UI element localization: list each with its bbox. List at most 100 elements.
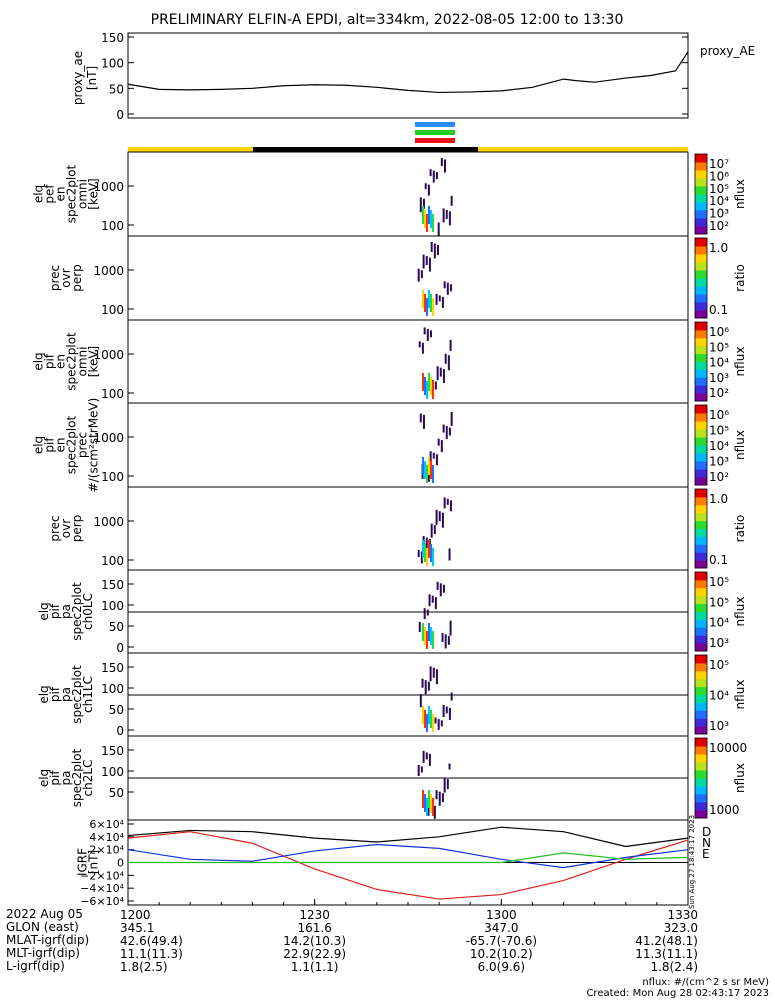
panel-prec_ovr_perp_2-spectrogram-core <box>432 548 434 566</box>
panel-pef_omni-spectrogram-pixel <box>437 222 440 236</box>
igrf-legend-D: D <box>702 825 711 839</box>
panel-4-ylabel-line: pif <box>43 437 57 453</box>
panel-pef_omni-spectrogram-core <box>430 210 432 228</box>
panel-pef_omni-spectrogram-pixel <box>445 209 448 219</box>
colorbar-1-segment <box>695 210 707 219</box>
xaxis-lshell-value: 1.1(1.1) <box>291 960 339 974</box>
panel-1-ylabel-line: omni <box>76 179 90 209</box>
panel-prec_ovr_perp_1-spectrogram-pixel <box>438 295 441 302</box>
panel-pa_ch0-ytick-label: 150 <box>101 578 124 592</box>
xaxis-time-label: 1200 <box>120 908 151 922</box>
panel-igrf-ylabel-line: IGRF <box>76 848 90 876</box>
panel-3-ylabel-line: omni <box>76 347 90 377</box>
panel-pa_ch1-spectrogram-pixel <box>440 720 443 727</box>
panel-prec_ovr_perp_1-spectrogram-pixel <box>436 244 439 255</box>
colorbar-3-segment <box>695 322 707 331</box>
xaxis-time-label: 1300 <box>486 908 517 922</box>
igrf-series-N <box>127 843 689 869</box>
panel-pa_ch0-spectrogram-pixel <box>444 634 447 649</box>
panel-prec_ovr_perp_2-spectrogram-pixel <box>449 500 452 512</box>
colorbar-5-tick: 0.1 <box>709 553 728 567</box>
panel-pa_ch2-spectrogram-core <box>426 798 428 816</box>
colorbar-1-tick: 10⁷ <box>709 157 729 171</box>
proxy-ae-line <box>127 51 689 94</box>
panel-pef_omni-spectrogram-pixel <box>440 158 443 166</box>
panel-pa_ch2-spectrogram-core <box>424 794 426 812</box>
colorbar-1-segment <box>695 178 707 187</box>
panel-pa_ch1-spectrogram-pixel <box>427 681 430 691</box>
colorbar-4-segment <box>695 413 707 422</box>
colorbar-2-segment <box>695 270 707 279</box>
panel-4-ylabel-line: prec <box>76 432 90 458</box>
panel-prec_ovr_perp_2-spectrogram-pixel <box>430 523 433 538</box>
xaxis-mlt-value: 22.9(22.9) <box>283 947 346 961</box>
colorbar-7-label: nflux <box>733 680 747 710</box>
xaxis-mlt-value: 11.1(11.3) <box>120 947 183 961</box>
colorbar-5-segment <box>695 528 707 537</box>
panel-1-ylabel-line: [keV] <box>87 178 101 209</box>
igrf-legend-N: N <box>702 836 711 850</box>
colorbar-8-frame <box>694 737 708 819</box>
panel-pif_omni-spectrogram-pixel <box>423 327 426 335</box>
panel-pif_prec-spectrogram-pixel <box>422 414 425 429</box>
panel-prec_ovr_perp_2-spectrogram-pixel <box>420 551 423 564</box>
panel-1-ylabel-line: pef <box>43 184 57 204</box>
colorbar-4-tick: 10⁶ <box>709 408 729 422</box>
colorbar-1-tick: 10⁵ <box>709 182 729 196</box>
panel-pif_prec-spectrogram-pixel <box>435 454 438 466</box>
panel-pa_ch2-spectrogram-core <box>430 794 432 812</box>
panel-pa_ch0-spectrogram-pixel <box>426 609 429 616</box>
panel-pa_ch1-ytick-label: 0 <box>116 724 124 738</box>
colorbar-6-segment <box>695 579 707 589</box>
colorbar-8-tick: 10000 <box>709 741 747 755</box>
colorbar-7-segment <box>695 686 707 695</box>
colorbar-7-tick: 10⁴ <box>709 689 729 703</box>
colorbar-8-segment <box>695 802 707 811</box>
colorbar-3-segment <box>695 361 707 370</box>
panel-pef_omni-ytick-label: 1000 <box>93 180 124 194</box>
colorbar-5-frame <box>694 488 708 569</box>
panel-pif_omni-spectrogram-pixel <box>439 367 442 377</box>
panel-pif_prec-spectrogram-pixel <box>437 438 440 446</box>
panel-prec_ovr_perp_1-spectrogram-core <box>422 290 424 308</box>
colorbar-8-segment <box>695 810 707 819</box>
panel-prec_ovr_perp_1-spectrogram-pixel <box>422 254 425 269</box>
panel-pa_ch0-spectrogram-pixel <box>442 584 445 593</box>
orbit-sunlit-bar-2 <box>478 147 688 152</box>
panel-pif_omni-spectrogram-pixel <box>418 341 421 348</box>
orbit-eclipse-bar <box>253 147 478 152</box>
igrf-ytick-label: 4×10⁴ <box>89 831 124 844</box>
proxy-ae-ylabel: proxy_ae <box>71 51 85 105</box>
panel-pa_ch2-spectrogram-pixel <box>446 779 449 790</box>
proxy-ae-ytick-label: 100 <box>101 57 124 71</box>
panel-prec_ovr_perp_2-ytick-label: 1000 <box>93 515 124 529</box>
panel-7-ylabel-line: elq <box>37 685 51 703</box>
state-bar-green <box>415 130 455 135</box>
colorbar-2-segment <box>695 310 707 319</box>
colorbar-3-tick: 10⁵ <box>709 340 729 354</box>
colorbar-1-segment <box>695 186 707 195</box>
colorbar-5-segment <box>695 544 707 553</box>
panel-pef_omni-spectrogram-pixel <box>450 195 453 206</box>
colorbar-2-frame <box>694 237 708 319</box>
panel-pef_omni-spectrogram-pixel <box>432 170 435 183</box>
panel-pa_ch2-ytick-label: 50 <box>109 786 124 800</box>
igrf-series-D <box>127 831 689 900</box>
panel-pa_ch1-spectrogram-pixel <box>448 707 451 720</box>
panel-pa_ch1-ytick-label: 50 <box>109 703 124 717</box>
igrf-ytick-label: −6×10⁴ <box>80 895 124 908</box>
colorbar-5-segment <box>695 512 707 522</box>
panel-8-ylabel-line: pif <box>48 770 62 786</box>
panel-pif_prec-ytick-label: 1000 <box>93 431 124 445</box>
colorbar-6-segment <box>695 603 707 612</box>
panel-pa_ch1-spectrogram-core <box>430 710 432 728</box>
colorbar-5-segment <box>695 552 707 561</box>
colorbar-1-label: nflux <box>733 179 747 209</box>
colorbar-8-segment <box>695 746 707 755</box>
panel-pa_ch2-spectrogram-pixel <box>422 750 425 763</box>
colorbar-3-segment <box>695 353 707 362</box>
colorbar-4-tick: 10² <box>709 470 729 484</box>
panel-pif_omni-spectrogram-pixel <box>426 328 429 341</box>
panel-pef_omni-spectrogram-pixel <box>429 169 432 177</box>
